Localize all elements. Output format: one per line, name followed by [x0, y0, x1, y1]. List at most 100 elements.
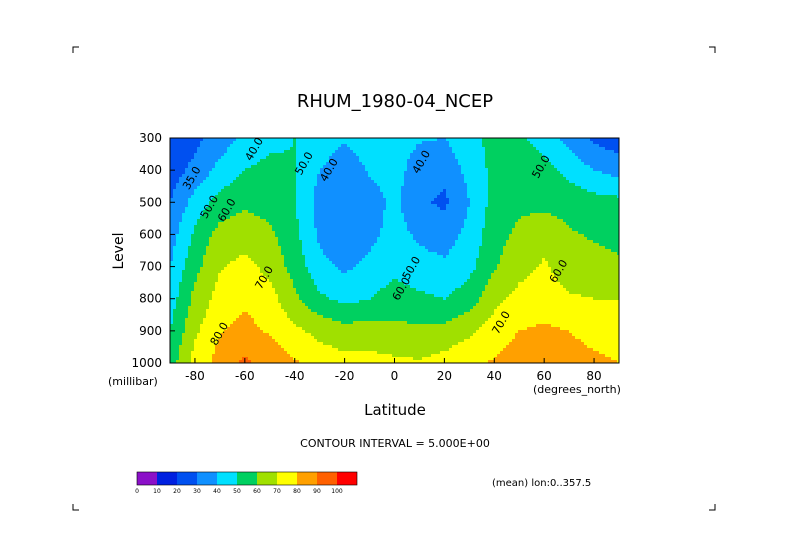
field-cell [593, 162, 596, 165]
field-cell [602, 183, 605, 186]
field-cell [320, 213, 323, 216]
field-cell [500, 192, 503, 195]
field-cell [335, 159, 338, 162]
field-cell [377, 153, 380, 156]
field-cell [356, 171, 359, 174]
field-cell [515, 153, 518, 156]
field-cell [428, 201, 431, 204]
field-cell [614, 144, 617, 147]
field-cell [275, 192, 278, 195]
field-cell [308, 186, 311, 189]
field-cell [578, 186, 581, 189]
field-cell [341, 219, 344, 222]
field-cell [395, 168, 398, 171]
field-cell [476, 156, 479, 159]
field-cell [461, 174, 464, 177]
field-cell [188, 159, 191, 162]
field-cell [332, 204, 335, 207]
field-cell [176, 213, 179, 216]
field-cell [314, 141, 317, 144]
field-cell [257, 213, 260, 216]
field-cell [452, 177, 455, 180]
field-cell [260, 168, 263, 171]
field-cell [473, 192, 476, 195]
field-cell [233, 144, 236, 147]
field-cell [440, 162, 443, 165]
field-cell [227, 198, 230, 201]
field-cell [599, 183, 602, 186]
field-cell [248, 177, 251, 180]
field-cell [461, 234, 464, 237]
field-cell [557, 138, 560, 141]
field-cell [563, 201, 566, 204]
field-cell [539, 165, 542, 168]
field-cell [578, 222, 581, 225]
field-cell [281, 225, 284, 228]
field-cell [263, 183, 266, 186]
field-cell [290, 153, 293, 156]
field-cell [494, 216, 497, 219]
field-cell [224, 192, 227, 195]
field-cell [332, 162, 335, 165]
field-cell [302, 237, 305, 240]
field-cell [614, 183, 617, 186]
field-cell [356, 210, 359, 213]
field-cell [317, 204, 320, 207]
field-cell [434, 168, 437, 171]
field-cell [350, 138, 353, 141]
field-cell [224, 141, 227, 144]
field-cell [290, 141, 293, 144]
field-cell [533, 219, 536, 222]
field-cell [449, 195, 452, 198]
field-cell [233, 234, 236, 237]
field-cell [302, 213, 305, 216]
field-cell [239, 222, 242, 225]
field-cell [218, 186, 221, 189]
field-cell [410, 147, 413, 150]
field-cell [395, 171, 398, 174]
field-cell [323, 174, 326, 177]
field-cell [278, 231, 281, 234]
field-cell [317, 195, 320, 198]
field-cell [251, 207, 254, 210]
field-cell [215, 177, 218, 180]
field-cell [278, 225, 281, 228]
field-cell [425, 153, 428, 156]
field-cell [512, 234, 515, 237]
field-cell [410, 156, 413, 159]
field-cell [575, 210, 578, 213]
field-cell [464, 156, 467, 159]
field-cell [521, 207, 524, 210]
field-cell [554, 228, 557, 231]
field-cell [308, 183, 311, 186]
field-cell [413, 183, 416, 186]
field-cell [422, 153, 425, 156]
field-cell [389, 147, 392, 150]
field-cell [599, 231, 602, 234]
field-cell [188, 228, 191, 231]
field-cell [344, 222, 347, 225]
field-cell [461, 177, 464, 180]
field-cell [416, 210, 419, 213]
field-cell [548, 231, 551, 234]
field-cell [374, 144, 377, 147]
field-cell [482, 228, 485, 231]
field-cell [227, 237, 230, 240]
field-cell [449, 210, 452, 213]
field-cell [419, 231, 422, 234]
field-cell [398, 144, 401, 147]
field-cell [398, 222, 401, 225]
field-cell [206, 165, 209, 168]
field-cell [251, 144, 254, 147]
field-cell [359, 159, 362, 162]
field-cell [461, 207, 464, 210]
field-cell [284, 180, 287, 183]
field-cell [260, 216, 263, 219]
field-cell [314, 177, 317, 180]
field-cell [239, 180, 242, 183]
field-cell [245, 138, 248, 141]
field-cell [209, 237, 212, 240]
field-cell [320, 210, 323, 213]
field-cell [362, 231, 365, 234]
field-cell [191, 186, 194, 189]
